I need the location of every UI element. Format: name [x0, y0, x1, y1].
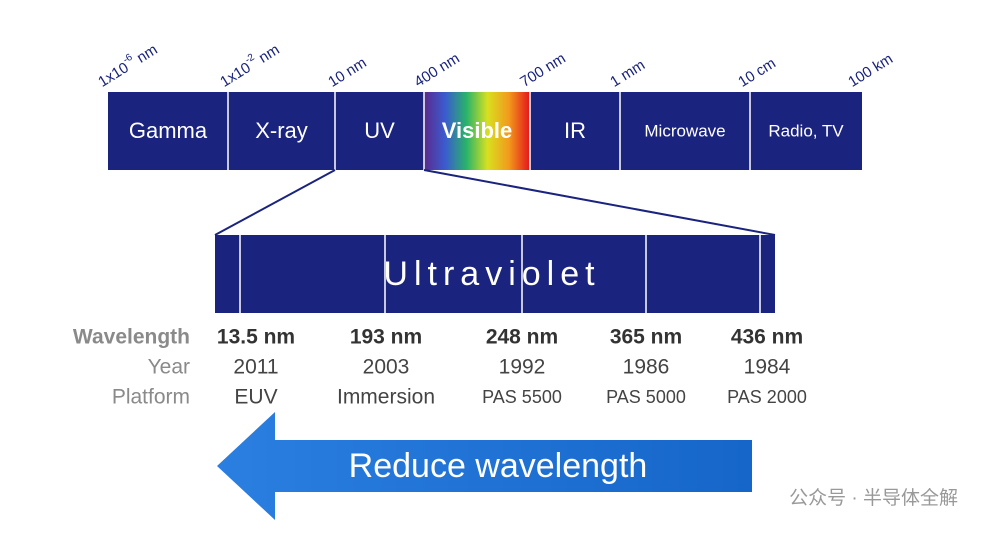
cell: 13.5 nm	[217, 326, 295, 349]
zoom-lines	[214, 169, 776, 236]
scale-label: 100 km	[845, 50, 896, 90]
arrow	[217, 412, 752, 520]
cell: PAS 5000	[606, 387, 686, 407]
band-label: Radio, TV	[768, 121, 844, 140]
scale-label: 1x10-2 nm	[215, 38, 282, 90]
scale-label: 1 mm	[607, 56, 648, 90]
band-dividers	[227, 92, 751, 170]
cell: 1984	[744, 356, 791, 379]
row-label: Platform	[112, 386, 190, 409]
band-label: Visible	[442, 118, 513, 143]
cell: 1986	[623, 356, 670, 379]
cell: 2011	[233, 356, 278, 379]
uv-bar	[215, 235, 775, 313]
scale-label: 1x10-6 nm	[93, 38, 160, 90]
visible-band	[424, 92, 530, 170]
band-label: IR	[564, 118, 586, 143]
scale-label: 10 nm	[325, 54, 369, 91]
cell: PAS 2000	[727, 387, 807, 407]
scale-label-base: 10 cm	[735, 55, 779, 91]
row-label: Year	[148, 356, 190, 379]
scale-label-base: 10 nm	[325, 54, 369, 91]
cell: EUV	[234, 386, 277, 409]
cell: PAS 5500	[482, 387, 562, 407]
scale-label: 700 nm	[517, 50, 568, 91]
band-label: Gamma	[129, 118, 208, 143]
scale-label-base: 400 nm	[411, 50, 462, 91]
watermark: 公众号 · 半导体全解	[789, 487, 958, 509]
cell: 436 nm	[731, 326, 803, 349]
scale-label-base: 100 km	[845, 50, 896, 90]
cell: 1992	[499, 356, 546, 379]
row-label: Wavelength	[73, 326, 190, 349]
scale-label-base: 700 nm	[517, 50, 568, 91]
scale-label: 10 cm	[735, 55, 779, 91]
cell: 248 nm	[486, 326, 558, 349]
cell: 193 nm	[350, 326, 422, 349]
band-label: X-ray	[255, 118, 308, 143]
cell: Immersion	[337, 386, 435, 409]
scale-label-unit: nm	[130, 41, 160, 69]
cell: 365 nm	[610, 326, 682, 349]
cell: 2003	[363, 356, 410, 379]
scale-label-unit: nm	[252, 41, 282, 69]
band-label: Microwave	[644, 121, 725, 140]
scale-label: 400 nm	[411, 50, 462, 91]
band-label: UV	[364, 118, 395, 143]
arrow-label: Reduce wavelength	[349, 447, 648, 485]
uv-title: Ultraviolet	[383, 255, 600, 293]
uv-dividers	[239, 235, 761, 313]
scale-label-base: 1 mm	[607, 56, 648, 90]
